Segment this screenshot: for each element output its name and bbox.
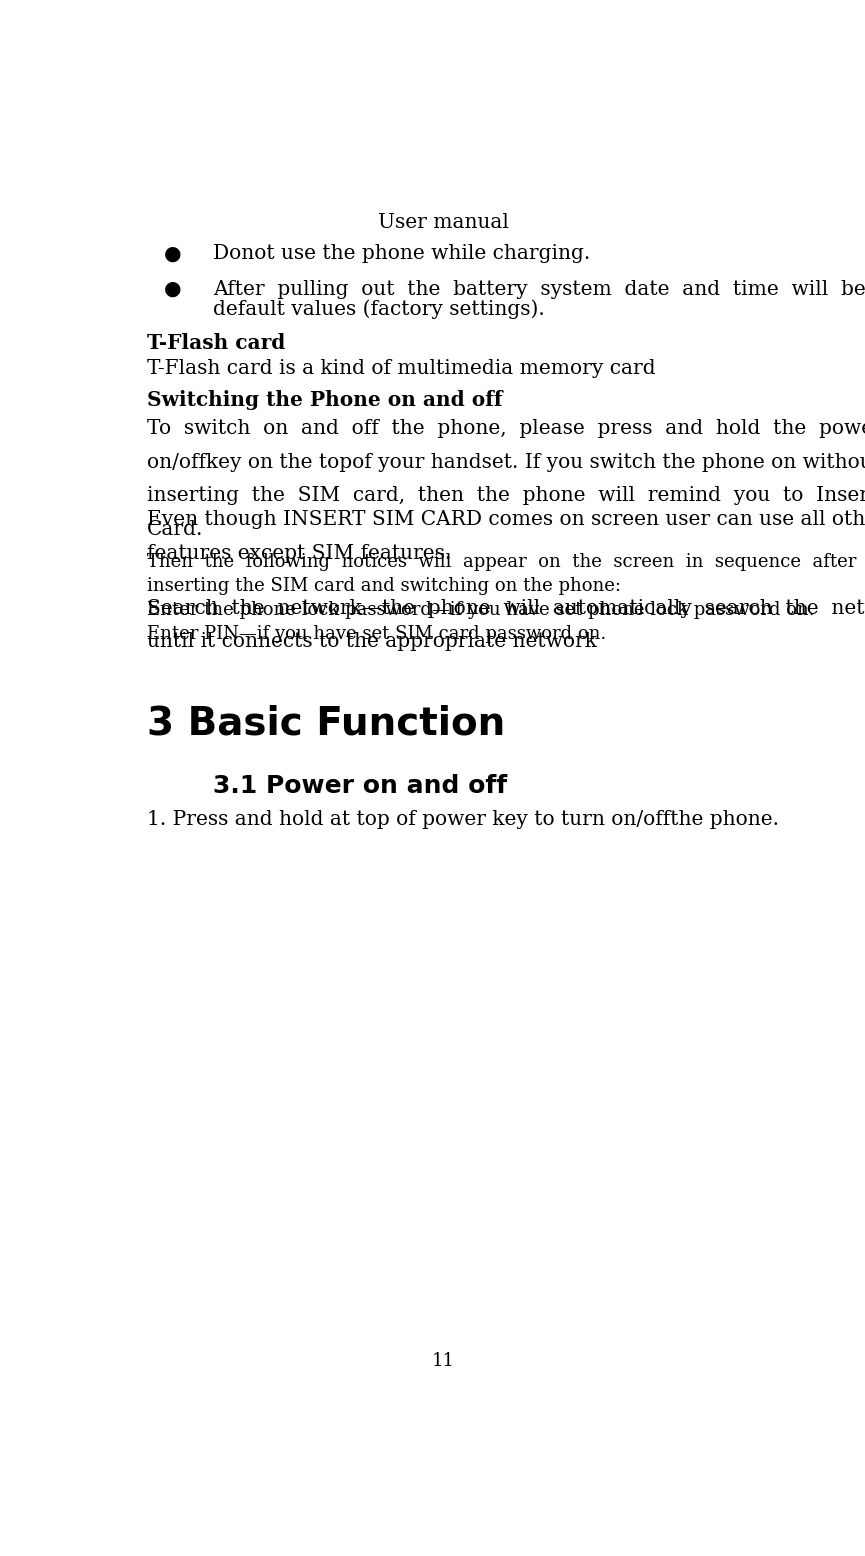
Text: Card.: Card. xyxy=(147,520,203,538)
Text: T-Flash card is a kind of multimedia memory card: T-Flash card is a kind of multimedia mem… xyxy=(147,359,656,378)
Text: ●: ● xyxy=(163,244,182,263)
Text: T-Flash card: T-Flash card xyxy=(147,333,285,353)
Text: 11: 11 xyxy=(432,1352,455,1371)
Text: until it connects to the appropriate network: until it connects to the appropriate net… xyxy=(147,632,597,652)
Text: features except SIM features.: features except SIM features. xyxy=(147,543,452,563)
Text: 1. Press and hold at top of power key to turn on/offthe phone.: 1. Press and hold at top of power key to… xyxy=(147,809,779,829)
Text: 3.1 Power on and off: 3.1 Power on and off xyxy=(213,773,507,798)
Text: To  switch  on  and  off  the  phone,  please  press  and  hold  the  power: To switch on and off the phone, please p… xyxy=(147,419,865,439)
Text: inserting the SIM card and switching on the phone:: inserting the SIM card and switching on … xyxy=(147,577,621,596)
Text: Enter PIN—if you have set SIM card password on.: Enter PIN—if you have set SIM card passw… xyxy=(147,626,606,643)
Text: User manual: User manual xyxy=(378,213,509,232)
Text: Donot use the phone while charging.: Donot use the phone while charging. xyxy=(213,244,590,263)
Text: inserting  the  SIM  card,  then  the  phone  will  remind  you  to  Insert  SIM: inserting the SIM card, then the phone w… xyxy=(147,485,865,506)
Text: After  pulling  out  the  battery  system  date  and  time  will  be  reset  to: After pulling out the battery system dat… xyxy=(213,280,865,299)
Text: ●: ● xyxy=(163,280,182,299)
Text: default values (factory settings).: default values (factory settings). xyxy=(213,299,544,319)
Text: Then  the  following  notices  will  appear  on  the  screen  in  sequence  afte: Then the following notices will appear o… xyxy=(147,554,856,571)
Text: Search  the  network—the  phone  will  automatically  search  the  network: Search the network—the phone will automa… xyxy=(147,599,865,618)
Text: 3 Basic Function: 3 Basic Function xyxy=(147,705,505,742)
Text: Enter the phone lock password—if you have set phone lock password on.: Enter the phone lock password—if you hav… xyxy=(147,601,815,619)
Text: Even though INSERT SIM CARD comes on screen user can use all other: Even though INSERT SIM CARD comes on scr… xyxy=(147,510,865,529)
Text: on/offkey on the topof your handset. If you switch the phone on without: on/offkey on the topof your handset. If … xyxy=(147,453,865,471)
Text: Switching the Phone on and off: Switching the Phone on and off xyxy=(147,391,503,411)
